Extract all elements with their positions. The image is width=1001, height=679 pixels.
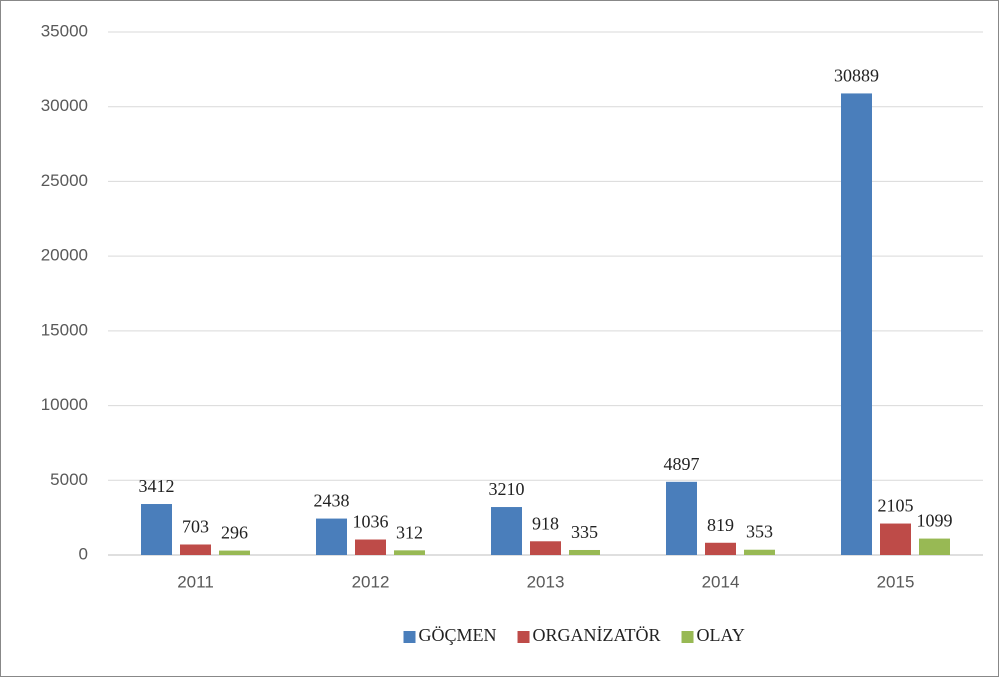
data-label: 703 xyxy=(182,516,209,536)
data-label: 2105 xyxy=(878,496,914,516)
x-tick-label: 2014 xyxy=(702,572,740,591)
data-label: 3412 xyxy=(139,476,175,496)
data-label: 1036 xyxy=(353,512,389,532)
bar xyxy=(841,93,872,555)
bar xyxy=(141,504,172,555)
data-label: 30889 xyxy=(834,65,879,85)
bar xyxy=(394,550,425,555)
data-label: 296 xyxy=(221,523,248,543)
bar xyxy=(744,549,775,555)
bar xyxy=(316,518,347,555)
y-tick-label: 15000 xyxy=(41,320,88,339)
bar xyxy=(355,539,386,555)
data-label: 312 xyxy=(396,522,423,542)
data-label: 335 xyxy=(571,522,598,542)
bar xyxy=(491,507,522,555)
y-tick-label: 10000 xyxy=(41,395,88,414)
y-tick-label: 0 xyxy=(79,544,88,563)
legend-swatch xyxy=(681,631,694,643)
legend-label: GÖÇMEN xyxy=(419,625,497,645)
bar xyxy=(705,542,736,555)
bar xyxy=(180,544,211,555)
x-tick-label: 2012 xyxy=(352,572,390,591)
y-tick-label: 5000 xyxy=(50,470,88,489)
bar xyxy=(919,538,950,555)
x-tick-label: 2011 xyxy=(177,572,214,591)
bar xyxy=(880,523,911,555)
bar xyxy=(530,541,561,555)
legend-label: ORGANİZATÖR xyxy=(533,625,661,645)
bar xyxy=(219,550,250,555)
y-tick-label: 30000 xyxy=(41,96,88,115)
data-label: 1099 xyxy=(917,511,953,531)
x-tick-label: 2013 xyxy=(527,572,565,591)
y-tick-label: 25000 xyxy=(41,171,88,190)
y-tick-label: 20000 xyxy=(41,246,88,265)
data-label: 3210 xyxy=(489,479,525,499)
legend-label: OLAY xyxy=(697,625,745,645)
bar xyxy=(569,549,600,555)
data-label: 353 xyxy=(746,522,773,542)
bar xyxy=(666,481,697,555)
legend-swatch xyxy=(403,631,416,643)
y-tick-label: 35000 xyxy=(41,21,88,40)
data-label: 918 xyxy=(532,513,559,533)
data-label: 2438 xyxy=(314,491,350,511)
x-tick-label: 2015 xyxy=(877,572,915,591)
data-label: 819 xyxy=(707,515,734,535)
legend-swatch xyxy=(517,631,530,643)
data-label: 4897 xyxy=(664,454,700,474)
